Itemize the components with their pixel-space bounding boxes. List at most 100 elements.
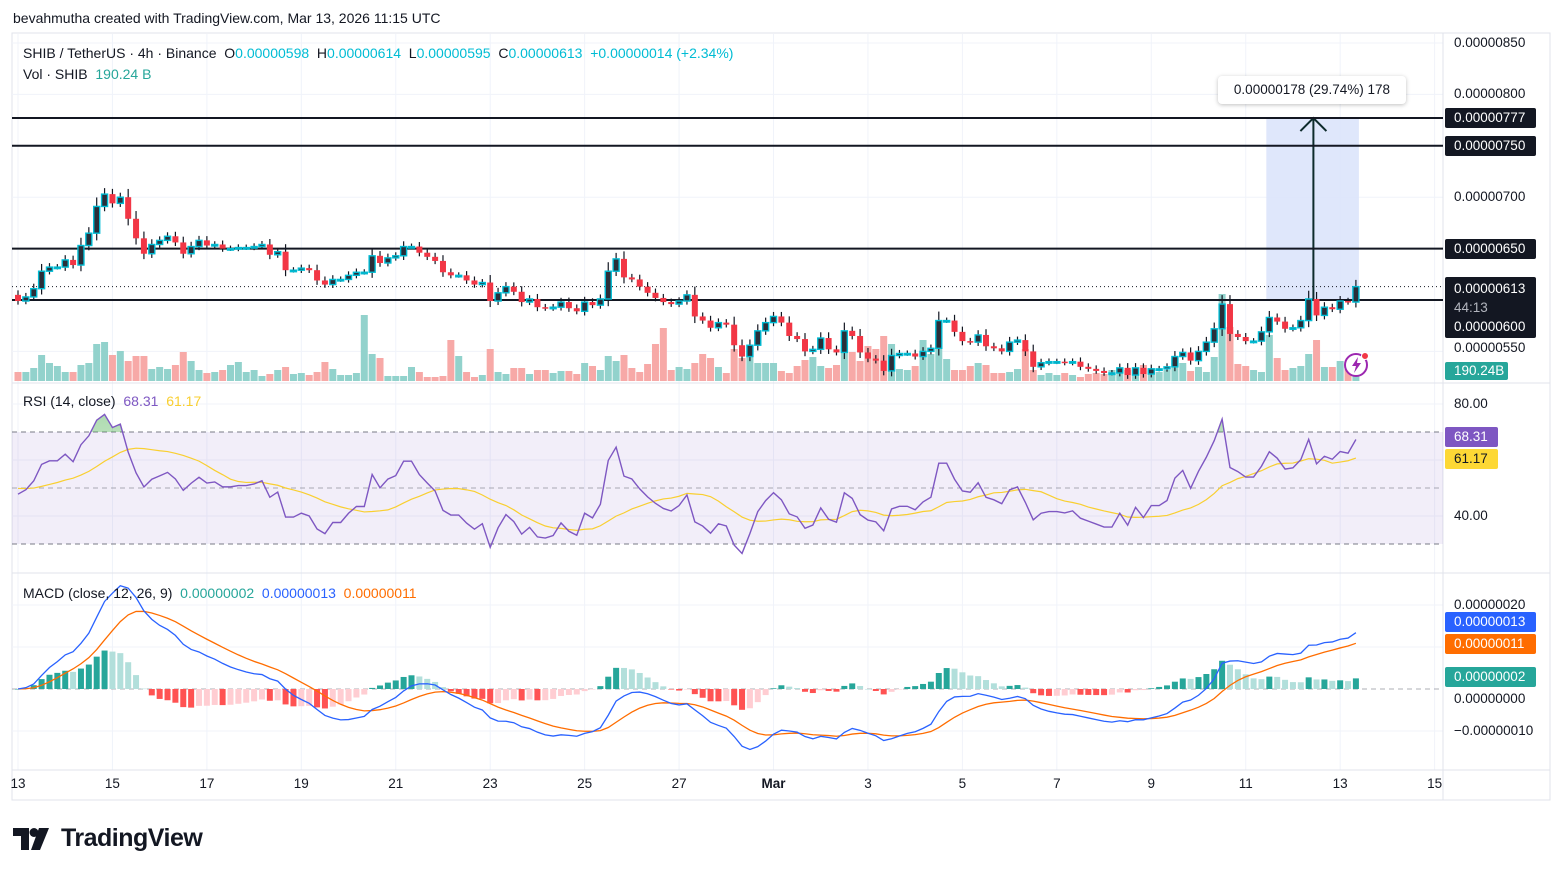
macd-histogram-bar (888, 689, 895, 692)
volume-bar (447, 340, 455, 381)
macd-histogram-bar (644, 677, 651, 689)
macd-histogram-bar (927, 681, 934, 689)
candle-up (1037, 362, 1045, 368)
candle-up (226, 247, 235, 251)
volume-bar (1202, 372, 1210, 381)
candle-down (707, 320, 714, 328)
line-price-badge[interactable]: 0.00000650 (1445, 238, 1536, 259)
volume-bar (801, 360, 809, 381)
symbol-name[interactable]: SHIB / TetherUS · 4h · Binance (23, 45, 217, 61)
line-price-badge[interactable]: 0.00000600 (1454, 319, 1526, 334)
grid (12, 34, 1443, 770)
volume-bar (1163, 370, 1171, 381)
candle-down (471, 280, 478, 285)
volume-bar (156, 367, 164, 381)
macd-histogram-bar (101, 650, 108, 689)
measure-label[interactable]: 0.00000178 (29.74%) 178 (1218, 76, 1406, 104)
macd-histogram-bar (439, 687, 446, 689)
macd-histogram-bar (565, 689, 572, 695)
macd-histogram-bar (1179, 678, 1186, 689)
candle-up (974, 334, 982, 343)
line-price-badge[interactable]: 0.00000777 (1445, 108, 1536, 129)
volume-bar (565, 371, 573, 381)
candle-up (92, 205, 101, 234)
candle-up (274, 250, 282, 256)
volume-bar (620, 355, 628, 381)
candle-down (203, 240, 210, 246)
macd-histogram-bar (983, 680, 990, 689)
price-tick: 0.00000850 (1454, 35, 1526, 50)
volume-bar (1210, 357, 1218, 381)
macd-histogram-bar (243, 689, 250, 703)
candle-up (1068, 360, 1077, 364)
macd-histogram-bar (778, 685, 785, 689)
macd-histogram-bar (935, 673, 942, 689)
candle-down (912, 353, 919, 357)
line-price-badge[interactable]: 0.00000750 (1445, 135, 1536, 156)
time-label: 11 (1238, 776, 1253, 791)
macd-histogram-bar (613, 667, 620, 689)
lightning-icon[interactable] (1343, 350, 1371, 378)
volume-bar (927, 354, 935, 381)
macd-histogram-bar (668, 689, 675, 690)
volume-label[interactable]: Vol · SHIB (23, 66, 88, 82)
candle-down (321, 280, 328, 285)
candle-down (699, 316, 706, 321)
macd-tick: 0.00000000 (1454, 691, 1526, 706)
macd-label[interactable]: MACD (close, 12, 26, 9) (23, 585, 173, 601)
candle-up (927, 347, 935, 353)
macd-histogram-bar (1116, 689, 1123, 693)
macd-histogram-bar (416, 676, 423, 689)
candle-up (840, 330, 849, 354)
candle-down (872, 358, 879, 361)
volume-bar (1053, 375, 1061, 381)
rsi-ma-badge: 61.17 (1445, 449, 1498, 469)
candle-down (180, 242, 187, 254)
volume-bar (1013, 369, 1021, 381)
macd-histogram-bar (337, 689, 344, 705)
volume-bar (1108, 370, 1116, 381)
volume-bar (1273, 358, 1281, 381)
volume-bar (1100, 374, 1108, 381)
macd-histogram-bar (392, 680, 399, 689)
macd-histogram-bar (164, 689, 171, 701)
candle-up (187, 245, 195, 255)
macd-histogram-bar (203, 689, 210, 706)
macd-histogram-bar (188, 689, 195, 708)
candle-up (525, 298, 534, 303)
tradingview-logo[interactable]: TradingView (13, 824, 203, 853)
macd-histogram-bar (628, 669, 635, 689)
macd-histogram-bar (864, 688, 871, 690)
candle-down (652, 292, 659, 298)
candle-down (219, 244, 226, 249)
macd-histogram-bar (306, 689, 313, 706)
macd-histogram-bar (1006, 685, 1013, 689)
volume-bar (667, 370, 675, 381)
macd-histogram-bar (912, 686, 919, 689)
volume-bar (825, 368, 833, 381)
volume-bar (234, 362, 242, 381)
chart-frame (11, 32, 1551, 801)
open-label: O (224, 45, 236, 61)
macd-histogram-bar (1053, 689, 1060, 696)
macd-histogram-bar (1124, 689, 1131, 693)
macd-histogram-bar (219, 689, 226, 706)
volume-bar (651, 344, 659, 381)
volume-bar (714, 367, 722, 381)
macd-histogram-bar (38, 679, 45, 689)
volume-bar (699, 354, 707, 381)
volume-bar (1344, 369, 1352, 381)
volume-bar (116, 351, 124, 381)
macd-histogram-bar (1022, 687, 1029, 689)
macd-histogram-bar (1045, 689, 1052, 696)
volume-bar (164, 369, 172, 381)
candle-up (1179, 351, 1187, 358)
volume-bar (282, 367, 290, 381)
rsi-label[interactable]: RSI (14, close) (23, 393, 116, 409)
macd-histogram-bar (802, 689, 808, 692)
current-price: 0.00000613 (1454, 281, 1526, 296)
macd-histogram-bar (77, 668, 84, 689)
volume-bar (203, 373, 211, 381)
volume-bar (549, 373, 557, 381)
